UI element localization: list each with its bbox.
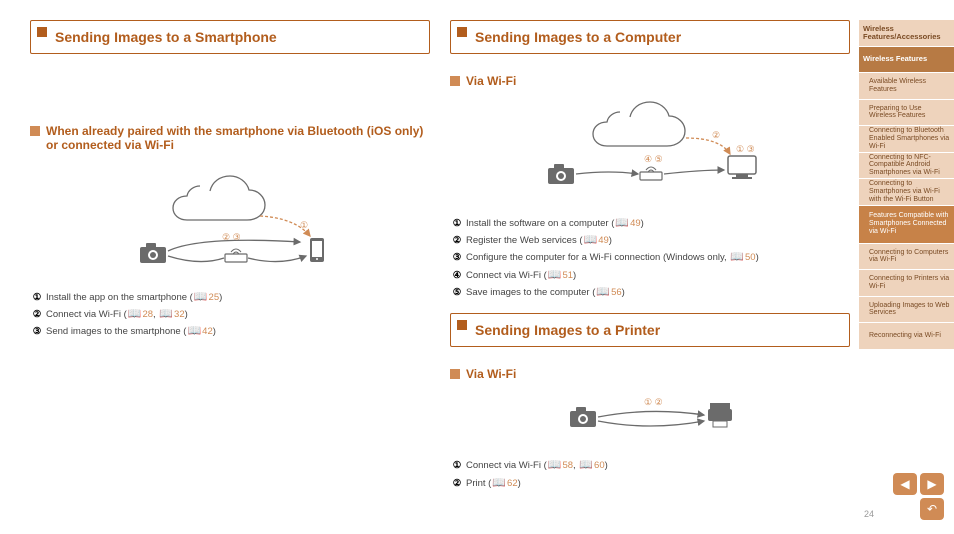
page-number: 24: [864, 509, 874, 519]
section-header-smartphone: Sending Images to a Smartphone: [30, 20, 430, 54]
step-item: Install the software on a computer (📖49): [450, 214, 850, 231]
book-icon: 📖: [578, 459, 594, 471]
steps-printer: Connect via Wi-Fi (📖58, 📖60) Print (📖62): [450, 457, 850, 492]
subhead-computer: Via Wi-Fi: [450, 74, 850, 88]
step-item: Connect via Wi-Fi (📖51): [450, 266, 850, 283]
book-icon: 📖: [547, 459, 563, 471]
diagram-smartphone: ① ② ③: [100, 158, 360, 278]
sidebar-tab[interactable]: Connecting to Computers via Wi-Fi: [859, 244, 954, 271]
book-icon: 📖: [547, 269, 563, 281]
diagram-printer: ① ②: [530, 387, 770, 447]
step-item: Register the Web services (📖49): [450, 231, 850, 248]
svg-text:① ③: ① ③: [736, 144, 755, 154]
svg-text:④ ⑤: ④ ⑤: [644, 154, 663, 164]
subhead-smartphone: When already paired with the smartphone …: [30, 124, 430, 152]
sidebar-tab[interactable]: Reconnecting via Wi-Fi: [859, 323, 954, 350]
right-column: Sending Images to a Computer Via Wi-Fi: [450, 20, 850, 503]
sidebar-tab[interactable]: Connecting to Bluetooth Enabled Smartpho…: [859, 126, 954, 153]
svg-text:②: ②: [712, 130, 720, 140]
sidebar-tab[interactable]: Connecting to Smartphones via Wi-Fi with…: [859, 179, 954, 206]
bullet-square: [450, 76, 460, 86]
sidebar-tab[interactable]: Connecting to NFC-Compatible Android Sma…: [859, 153, 954, 180]
book-icon: 📖: [158, 308, 174, 320]
steps-smartphone: Install the app on the smartphone (📖25) …: [30, 288, 430, 340]
subhead-text: When already paired with the smartphone …: [46, 124, 430, 152]
sidebar-tab[interactable]: Wireless Features: [859, 47, 954, 74]
book-icon: 📖: [193, 291, 209, 303]
svg-text:② ③: ② ③: [222, 232, 241, 242]
sidebar-tab[interactable]: Preparing to Use Wireless Features: [859, 100, 954, 127]
sidebar-nav: Wireless Features/AccessoriesWireless Fe…: [859, 20, 954, 350]
book-icon: 📖: [583, 234, 599, 246]
steps-computer: Install the software on a computer (📖49)…: [450, 214, 850, 301]
step-item: Install the app on the smartphone (📖25): [30, 288, 430, 305]
svg-text:① ②: ① ②: [644, 397, 663, 407]
next-button[interactable]: ▶: [920, 473, 944, 495]
subhead-text: Via Wi-Fi: [466, 367, 516, 381]
sidebar-tab[interactable]: Uploading Images to Web Services: [859, 297, 954, 324]
book-icon: 📖: [491, 477, 507, 489]
sidebar-tab[interactable]: Available Wireless Features: [859, 73, 954, 100]
section-header-computer: Sending Images to a Computer: [450, 20, 850, 54]
step-item: Send images to the smartphone (📖42): [30, 323, 430, 340]
book-icon: 📖: [595, 286, 611, 298]
svg-text:①: ①: [300, 220, 308, 230]
subhead-text: Via Wi-Fi: [466, 74, 516, 88]
sidebar-tab[interactable]: Connecting to Printers via Wi-Fi: [859, 270, 954, 297]
book-icon: 📖: [614, 217, 630, 229]
step-item: Connect via Wi-Fi (📖58, 📖60): [450, 457, 850, 474]
return-button[interactable]: ↶: [920, 498, 944, 520]
step-item: Connect via Wi-Fi (📖28, 📖32): [30, 305, 430, 322]
bullet-square: [30, 126, 40, 136]
subhead-printer: Via Wi-Fi: [450, 367, 850, 381]
step-item: Print (📖62): [450, 474, 850, 491]
sidebar-tab[interactable]: Features Compatible with Smartphones Con…: [859, 206, 954, 244]
bullet-square: [450, 369, 460, 379]
prev-button[interactable]: ◀: [893, 473, 917, 495]
section-header-printer: Sending Images to a Printer: [450, 313, 850, 347]
step-item: Configure the computer for a Wi-Fi conne…: [450, 249, 850, 266]
diagram-computer: ④ ⑤ ① ③ ②: [510, 94, 790, 204]
step-item: Save images to the computer (📖56): [450, 283, 850, 300]
left-column: Sending Images to a Smartphone When alre…: [30, 20, 430, 503]
sidebar-tab[interactable]: Wireless Features/Accessories: [859, 20, 954, 47]
page-nav: ◀ ▶ ↶: [888, 473, 944, 520]
book-icon: 📖: [729, 251, 745, 263]
book-icon: 📖: [186, 325, 202, 337]
book-icon: 📖: [127, 308, 143, 320]
